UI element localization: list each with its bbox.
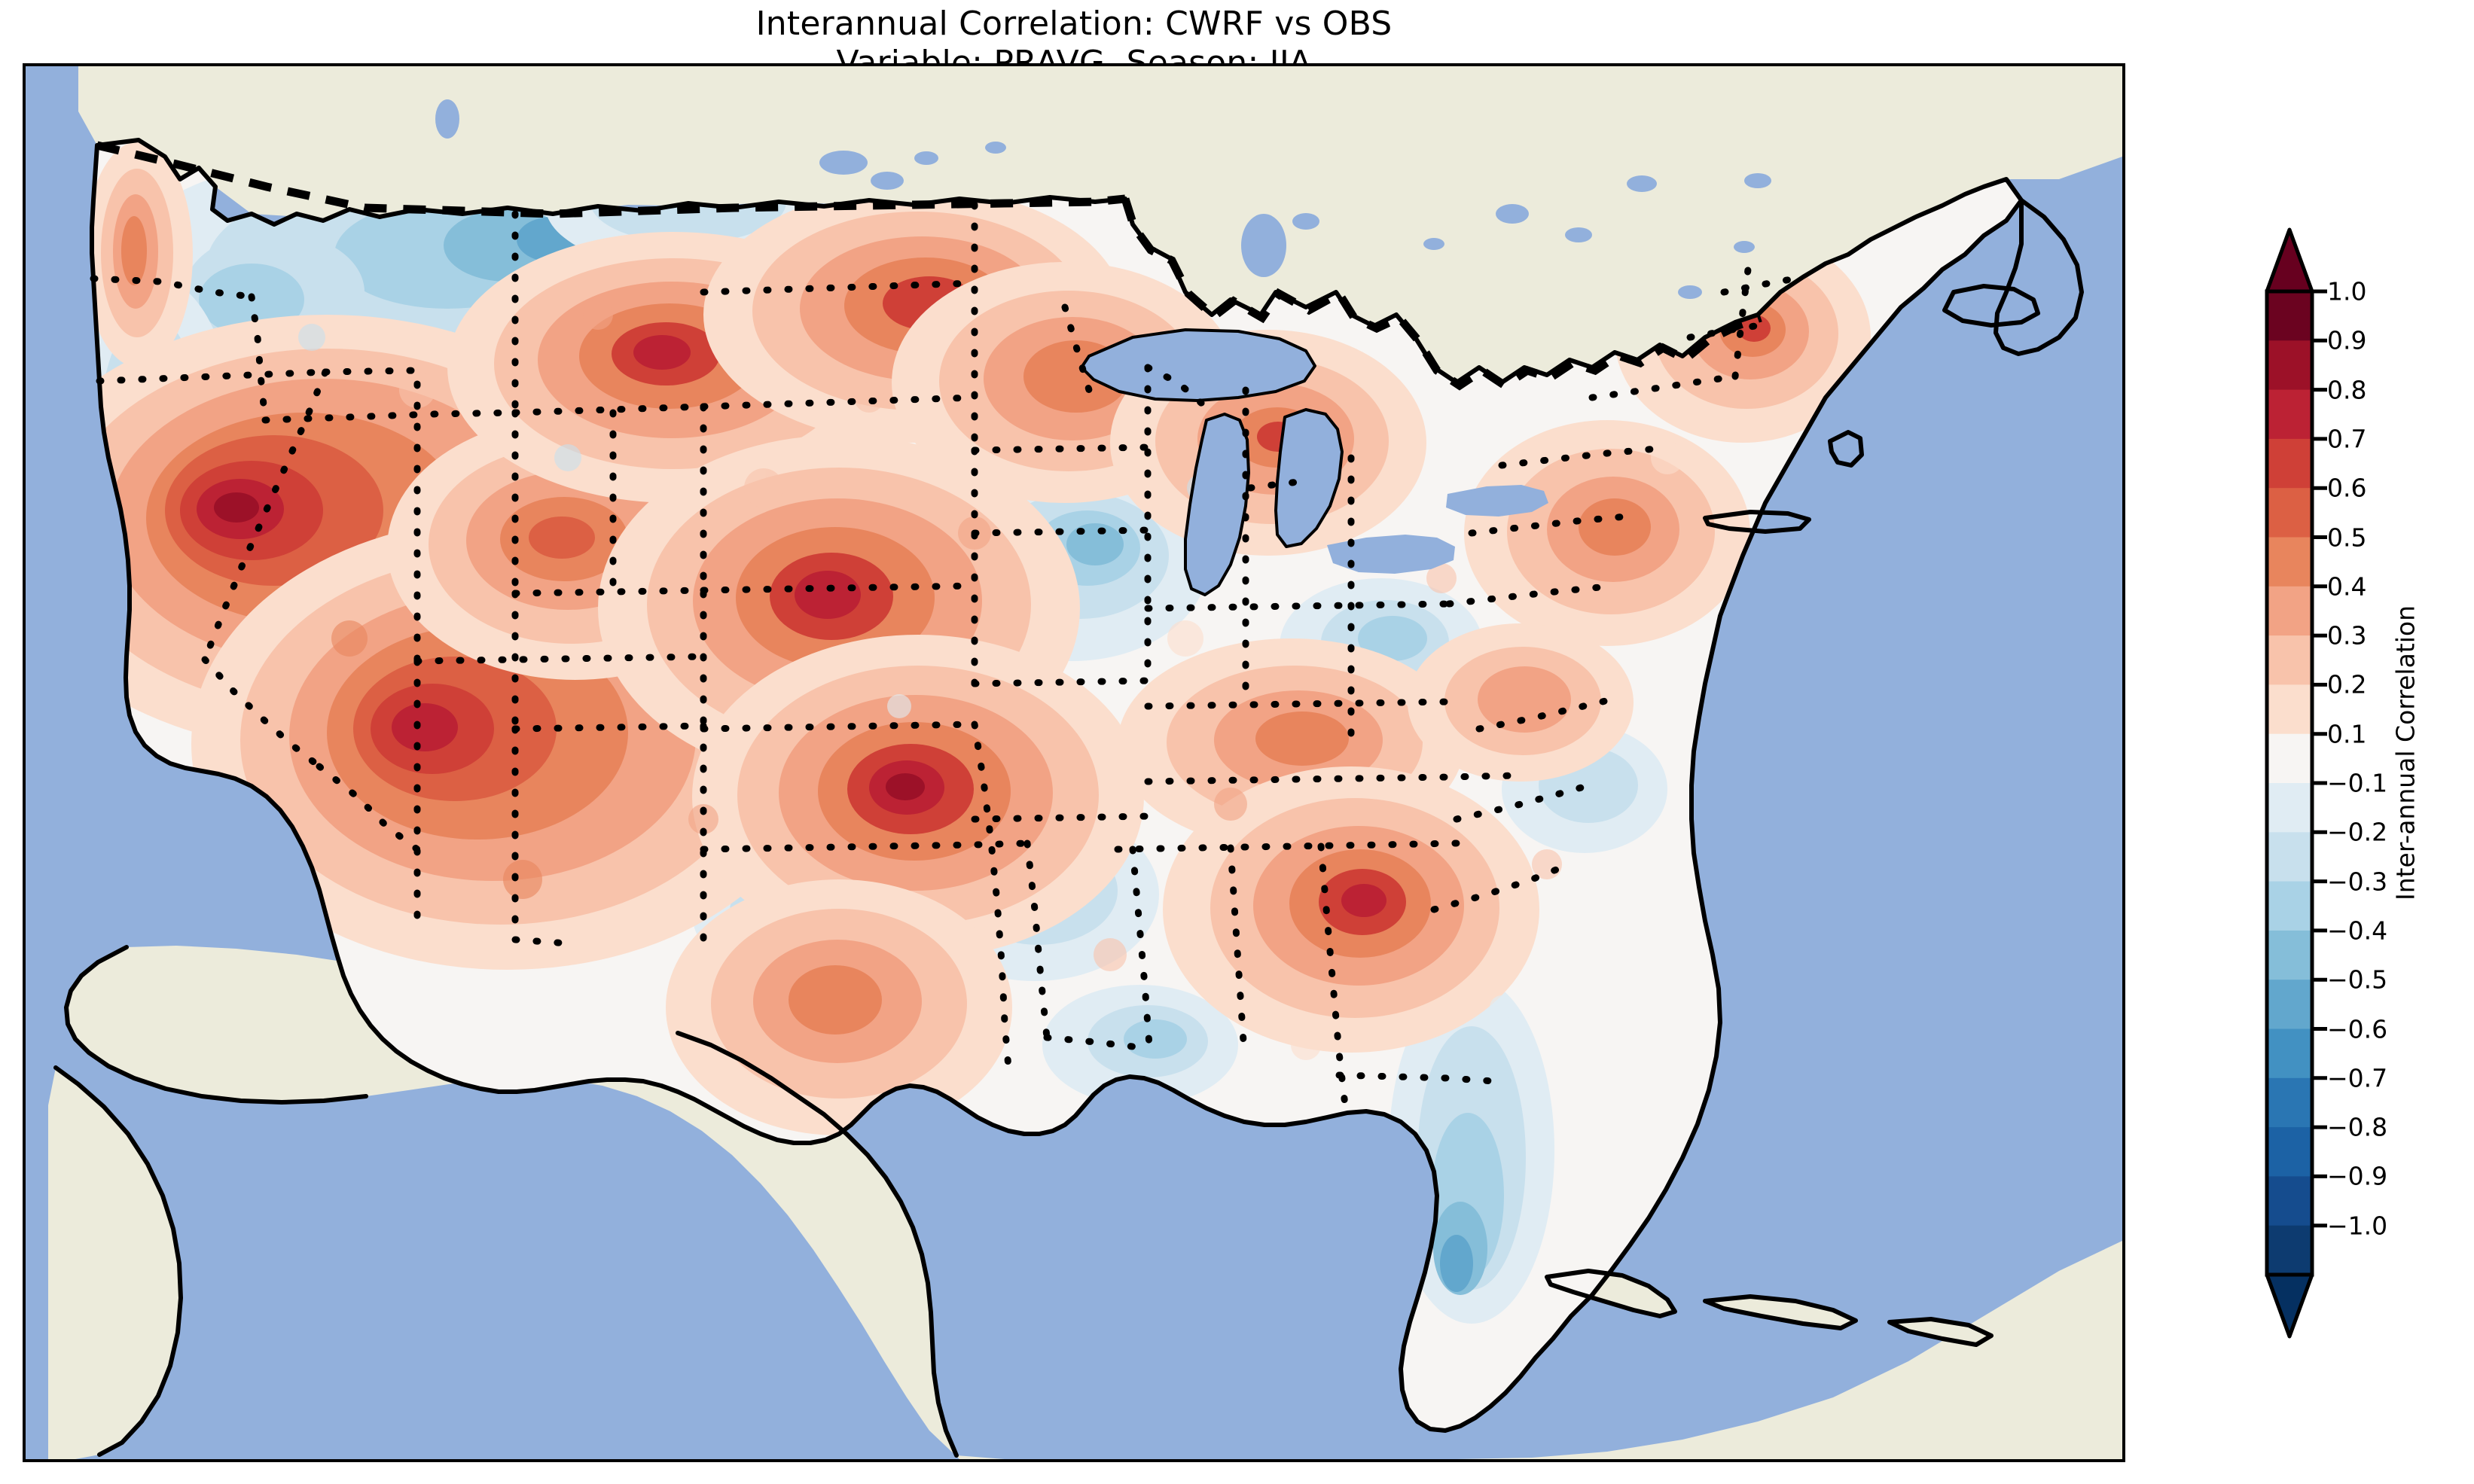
colorbar-band: [2267, 783, 2312, 833]
colorbar-band: [2267, 1127, 2312, 1177]
map-canvas: [26, 66, 2122, 1459]
colorbar-tick-label: −0.7: [2327, 1063, 2388, 1093]
colorbar-tick-label: 0.6: [2327, 473, 2367, 503]
colorbar-tick-label: 0.8: [2327, 375, 2367, 405]
colorbar-tick-label: −0.1: [2327, 768, 2388, 798]
colorbar-tick-label: 0.5: [2327, 523, 2367, 552]
colorbar-tick-label: 0.4: [2327, 571, 2367, 602]
caribbean-islands: [1547, 1271, 1991, 1345]
colorbar-axis-label: Inter-annual Correlation: [2390, 605, 2421, 901]
map-plot-area[interactable]: [23, 63, 2125, 1462]
colorbar-gradient[interactable]: [2265, 113, 2327, 1393]
colorbar-over-arrow: [2265, 227, 2314, 294]
state-boundaries: [90, 201, 1799, 1109]
colorbar-tick-label: −0.5: [2327, 964, 2388, 995]
colorbar-band: [2267, 488, 2312, 538]
canada-landmass: [78, 66, 2122, 382]
title-line-1: Interannual Correlation: CWRF vs OBS: [755, 5, 1393, 43]
colorbar-tick-label: −0.9: [2327, 1161, 2388, 1191]
colorbar-band: [2267, 684, 2312, 735]
colorbar-under-arrow: [2265, 1272, 2314, 1339]
colorbar-band: [2267, 1028, 2312, 1079]
colorbar-band: [2267, 389, 2312, 440]
colorbar-tick-label: −1.0: [2327, 1211, 2388, 1241]
colorbar-tick-label: 0.2: [2327, 669, 2367, 699]
colorbar-tick-label: −0.3: [2327, 867, 2388, 897]
colorbar-band: [2267, 733, 2312, 784]
colorbar-band: [2267, 1077, 2312, 1128]
colorbar-band: [2267, 1176, 2312, 1227]
colorbar-band: [2267, 586, 2312, 636]
colorbar-tick-label: 1.0: [2327, 276, 2367, 306]
colorbar-band: [2267, 930, 2312, 980]
colorbar-band: [2267, 635, 2312, 685]
colorbar-tick-label: 0.7: [2327, 424, 2367, 454]
colorbar[interactable]: 1.0 0.9 0.8 0.7 0.6 0.5 0.4 0.3 0.2 0.1 −0.1 −0.2 −0…: [2265, 113, 2469, 1393]
colorbar-tick-label: 0.9: [2327, 325, 2367, 355]
colorbar-band: [2267, 881, 2312, 931]
international-border: [96, 141, 1762, 391]
colorbar-band: [2267, 291, 2312, 341]
great-lakes: [435, 99, 1771, 595]
colorbar-band: [2267, 537, 2312, 587]
colorbar-band: [2267, 832, 2312, 882]
colorbar-band: [2267, 340, 2312, 391]
colorbar-tick-label: −0.8: [2327, 1112, 2388, 1142]
colorbar-tick-label: 0.3: [2327, 620, 2367, 651]
colorbar-band: [2267, 980, 2312, 1030]
colorbar-tick-label: −0.6: [2327, 1014, 2388, 1044]
colorbar-tick-label: −0.4: [2327, 916, 2388, 946]
colorbar-band: [2267, 1225, 2312, 1275]
colorbar-tick-label: 0.1: [2327, 719, 2367, 749]
colorbar-band: [2267, 438, 2312, 489]
colorbar-tick-label: −0.2: [2327, 817, 2388, 847]
